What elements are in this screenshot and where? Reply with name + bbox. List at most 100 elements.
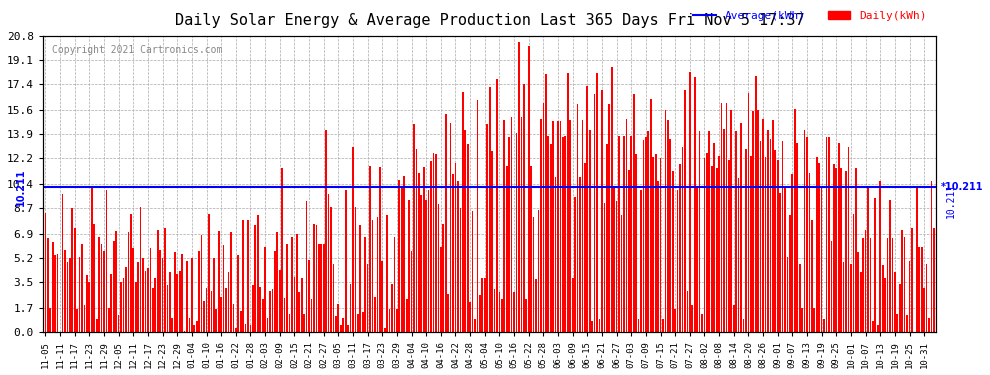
Bar [138,262,139,332]
Bar [584,163,586,332]
Bar [376,217,378,332]
Bar [379,167,381,332]
Bar [471,211,473,332]
Bar [384,328,385,332]
Bar [257,215,258,332]
Bar [218,231,220,332]
Bar [501,299,503,332]
Bar [330,207,332,332]
Bar [140,207,142,332]
Bar [677,190,678,332]
Bar [547,136,549,332]
Bar [245,324,247,332]
Bar [889,200,891,332]
Bar [71,208,73,332]
Bar [433,153,435,332]
Bar [303,314,305,332]
Bar [804,130,806,332]
Bar [421,195,422,332]
Bar [899,284,901,332]
Bar [801,308,803,332]
Bar [486,124,488,332]
Bar [549,144,551,332]
Bar [596,73,598,332]
Bar [474,320,476,332]
Bar [544,75,546,332]
Bar [326,130,327,332]
Bar [901,230,903,332]
Bar [506,166,508,332]
Bar [362,312,363,332]
Bar [824,320,825,332]
Bar [328,194,330,332]
Bar [443,224,445,332]
Bar [349,284,351,332]
Bar [836,168,838,332]
Bar [284,298,285,332]
Bar [694,77,696,332]
Bar [736,131,738,332]
Bar [850,264,851,332]
Bar [188,318,190,332]
Bar [887,238,888,332]
Bar [76,309,78,332]
Bar [819,163,820,332]
Bar [156,230,158,332]
Legend: Average(kWh), Daily(kWh): Average(kWh), Daily(kWh) [689,6,931,25]
Bar [533,217,535,332]
Bar [599,320,600,332]
Bar [811,220,813,332]
Bar [921,247,923,332]
Bar [499,292,500,332]
Bar [179,271,180,332]
Bar [779,193,781,332]
Bar [413,124,415,332]
Bar [279,270,280,332]
Bar [321,244,322,332]
Bar [440,247,442,332]
Bar [752,111,754,332]
Bar [686,291,688,332]
Bar [306,201,308,332]
Bar [833,164,835,332]
Bar [151,288,153,332]
Bar [145,271,147,332]
Bar [449,123,451,332]
Bar [504,120,505,332]
Bar [855,168,856,332]
Bar [589,130,591,332]
Bar [269,291,271,332]
Bar [723,129,725,332]
Bar [459,208,461,332]
Bar [491,152,493,332]
Bar [445,114,446,332]
Bar [354,207,356,332]
Bar [691,305,693,332]
Bar [924,288,925,332]
Bar [166,285,168,332]
Bar [569,120,571,332]
Bar [176,274,178,332]
Bar [721,103,723,332]
Bar [333,264,335,332]
Bar [750,156,751,332]
Bar [594,94,595,332]
Bar [462,92,463,332]
Bar [884,278,886,332]
Bar [169,272,170,332]
Bar [847,147,849,332]
Bar [221,297,222,332]
Bar [399,180,400,332]
Bar [719,156,720,332]
Bar [345,190,346,332]
Bar [531,166,532,332]
Bar [701,314,703,332]
Bar [496,79,498,332]
Bar [659,159,661,332]
Bar [294,277,295,332]
Bar [406,299,408,332]
Bar [308,260,310,332]
Bar [66,262,68,332]
Text: Copyright 2021 Cartronics.com: Copyright 2021 Cartronics.com [51,45,223,55]
Bar [541,118,542,332]
